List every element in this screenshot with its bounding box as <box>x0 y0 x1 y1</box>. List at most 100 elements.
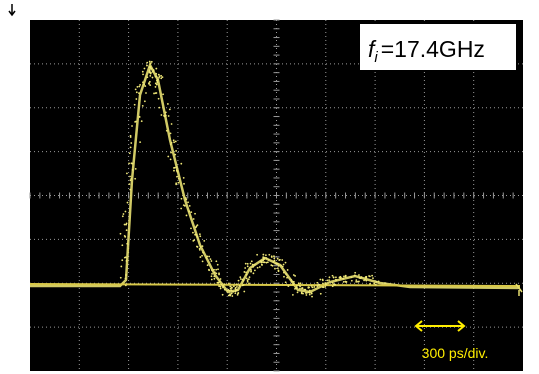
noise-dot <box>168 115 170 117</box>
noise-dot <box>358 274 360 276</box>
noise-dot <box>124 224 126 226</box>
noise-dot <box>279 259 281 261</box>
noise-dot <box>176 176 178 178</box>
noise-dot <box>303 289 305 291</box>
noise-dot <box>165 111 167 113</box>
noise-dot <box>199 249 201 251</box>
noise-dot <box>126 229 128 231</box>
noise-dot <box>122 215 124 217</box>
noise-dot <box>311 296 313 298</box>
noise-dot <box>132 169 134 171</box>
noise-dot <box>291 281 293 283</box>
noise-dot <box>202 260 204 262</box>
noise-dot <box>265 257 267 259</box>
noise-dot <box>277 267 279 269</box>
noise-dot <box>129 176 131 178</box>
noise-dot <box>123 213 125 215</box>
noise-dot <box>208 269 210 271</box>
noise-dot <box>249 276 251 278</box>
noise-dot <box>358 281 360 283</box>
trigger-marker <box>9 4 15 15</box>
noise-dot <box>296 287 298 289</box>
noise-dot <box>219 280 221 282</box>
noise-dot <box>287 285 289 287</box>
noise-dot <box>201 255 203 257</box>
noise-dot <box>263 258 265 260</box>
noise-dot <box>174 167 176 169</box>
noise-dot <box>222 287 224 289</box>
noise-dot <box>277 258 279 260</box>
noise-dot <box>186 215 188 217</box>
noise-dot <box>293 274 295 276</box>
noise-dot <box>351 276 353 278</box>
noise-dot <box>339 276 341 278</box>
noise-dot <box>311 293 313 295</box>
noise-dot <box>171 142 173 144</box>
noise-dot <box>343 276 345 278</box>
noise-dot <box>247 265 249 267</box>
noise-dot <box>176 169 178 171</box>
noise-dot <box>324 286 326 288</box>
noise-dot <box>120 266 122 268</box>
noise-dot <box>247 263 249 265</box>
noise-dot <box>250 263 252 265</box>
noise-dot <box>238 280 240 282</box>
noise-dot <box>228 282 230 284</box>
noise-dot <box>166 130 168 132</box>
noise-dot <box>120 277 122 279</box>
noise-dot <box>311 285 313 287</box>
noise-dot <box>199 235 201 237</box>
oscilloscope: fi=17.4GHz 300 ps/div. <box>0 0 539 374</box>
noise-dot <box>324 282 326 284</box>
noise-dot <box>187 201 189 203</box>
noise-dot <box>160 75 162 77</box>
noise-dot <box>273 258 275 260</box>
noise-dot <box>283 276 285 278</box>
noise-dot <box>265 262 267 264</box>
noise-dot <box>195 234 197 236</box>
noise-dot <box>153 69 155 71</box>
noise-dot <box>243 271 245 273</box>
noise-dot <box>328 279 330 281</box>
noise-dot <box>155 73 157 75</box>
noise-dot <box>276 263 278 265</box>
noise-dot <box>309 290 311 292</box>
noise-dot <box>183 177 185 179</box>
noise-dot <box>136 91 138 93</box>
noise-dot <box>354 272 356 274</box>
noise-dot <box>372 277 374 279</box>
noise-dot <box>215 269 217 271</box>
noise-dot <box>144 68 146 70</box>
noise-dot <box>253 272 255 274</box>
noise-dot <box>365 280 367 282</box>
noise-dot <box>139 141 141 143</box>
noise-dot <box>150 73 152 75</box>
noise-dot <box>196 225 198 227</box>
noise-dot <box>144 85 146 87</box>
noise-dot <box>130 142 132 144</box>
noise-dot <box>180 163 182 165</box>
noise-dot <box>138 92 140 94</box>
noise-dot <box>242 280 244 282</box>
noise-dot <box>125 224 127 226</box>
noise-dot <box>193 218 195 220</box>
noise-dot <box>296 285 298 287</box>
noise-dot <box>157 79 159 81</box>
noise-dot <box>159 107 161 109</box>
noise-dot <box>235 290 237 292</box>
noise-dot <box>213 269 215 271</box>
noise-dot <box>242 285 244 287</box>
noise-dot <box>169 108 171 110</box>
noise-dot <box>220 278 222 280</box>
noise-dot <box>236 283 238 285</box>
noise-dot <box>270 264 272 266</box>
noise-dot <box>194 213 196 215</box>
noise-dot <box>229 295 231 297</box>
noise-dot <box>251 260 253 262</box>
noise-dot <box>189 205 191 207</box>
noise-dot <box>203 240 205 242</box>
noise-dot <box>256 254 258 256</box>
noise-dot <box>245 263 247 265</box>
noise-dot <box>151 61 153 63</box>
noise-dot <box>252 264 254 266</box>
